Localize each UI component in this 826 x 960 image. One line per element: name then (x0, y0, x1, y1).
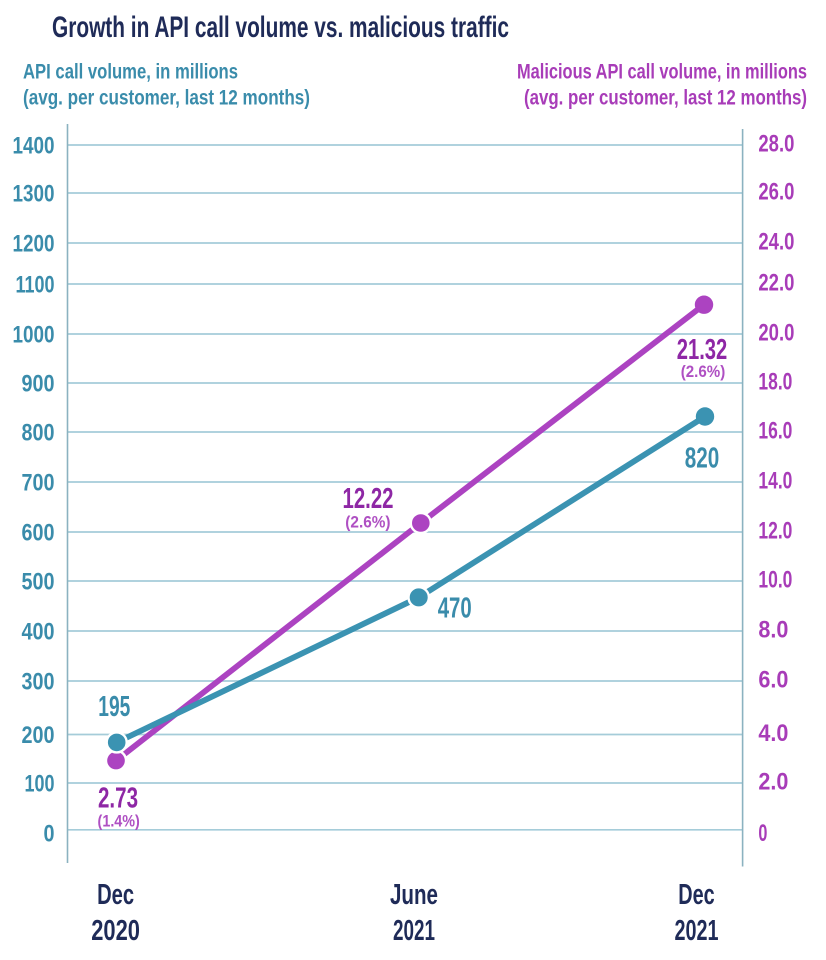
svg-text:4.0: 4.0 (758, 720, 788, 747)
svg-text:28.0: 28.0 (758, 131, 794, 158)
svg-text:195: 195 (98, 691, 130, 723)
svg-text:12.0: 12.0 (758, 518, 792, 545)
svg-text:400: 400 (22, 619, 55, 646)
svg-text:6.0: 6.0 (758, 667, 788, 694)
svg-text:470: 470 (438, 593, 472, 625)
svg-text:1200: 1200 (13, 231, 55, 258)
svg-text:24.0: 24.0 (758, 229, 794, 256)
svg-text:8.0: 8.0 (758, 617, 788, 644)
svg-text:16.0: 16.0 (758, 418, 792, 445)
svg-text:200: 200 (22, 722, 55, 749)
svg-text:14.0: 14.0 (758, 468, 792, 495)
svg-text:2020: 2020 (91, 915, 140, 947)
svg-text:1300: 1300 (13, 181, 55, 208)
svg-text:18.0: 18.0 (758, 369, 792, 396)
svg-text:(avg. per customer, last 12 mo: (avg. per customer, last 12 months) (23, 87, 310, 110)
svg-text:21.32: 21.32 (677, 334, 728, 366)
svg-text:(2.6%): (2.6%) (681, 362, 726, 381)
svg-text:2021: 2021 (675, 915, 719, 947)
svg-text:500: 500 (22, 569, 55, 596)
svg-text:10.0: 10.0 (758, 567, 792, 594)
svg-text:(avg. per customer, last 12 mo: (avg. per customer, last 12 months) (524, 87, 807, 110)
svg-text:0: 0 (758, 820, 767, 847)
svg-text:1100: 1100 (16, 272, 55, 299)
svg-text:API call volume, in millions: API call volume, in millions (23, 61, 238, 84)
svg-text:Dec: Dec (678, 879, 714, 911)
svg-text:Malicious API call volume, in: Malicious API call volume, in millions (517, 61, 807, 84)
svg-text:Dec: Dec (97, 879, 134, 911)
svg-text:Growth in API call volume vs.: Growth in API call volume vs. malicious … (52, 11, 509, 44)
svg-text:1400: 1400 (13, 133, 55, 160)
svg-text:820: 820 (685, 443, 720, 475)
svg-text:June: June (390, 879, 438, 911)
svg-text:900: 900 (22, 371, 55, 398)
svg-text:700: 700 (22, 470, 55, 497)
svg-text:2.73: 2.73 (98, 783, 138, 815)
svg-text:26.0: 26.0 (758, 179, 794, 206)
svg-text:800: 800 (22, 420, 55, 447)
svg-text:1000: 1000 (13, 322, 55, 349)
svg-text:22.0: 22.0 (758, 270, 794, 297)
svg-text:20.0: 20.0 (758, 320, 794, 347)
svg-text:100: 100 (25, 771, 55, 798)
svg-text:12.22: 12.22 (343, 483, 394, 515)
svg-text:2021: 2021 (393, 915, 435, 947)
svg-text:(2.6%): (2.6%) (345, 513, 390, 532)
svg-text:(1.4%): (1.4%) (98, 812, 140, 831)
svg-text:2.0: 2.0 (758, 769, 788, 796)
svg-text:0: 0 (44, 821, 55, 848)
svg-text:300: 300 (22, 669, 55, 696)
svg-text:600: 600 (22, 520, 55, 547)
